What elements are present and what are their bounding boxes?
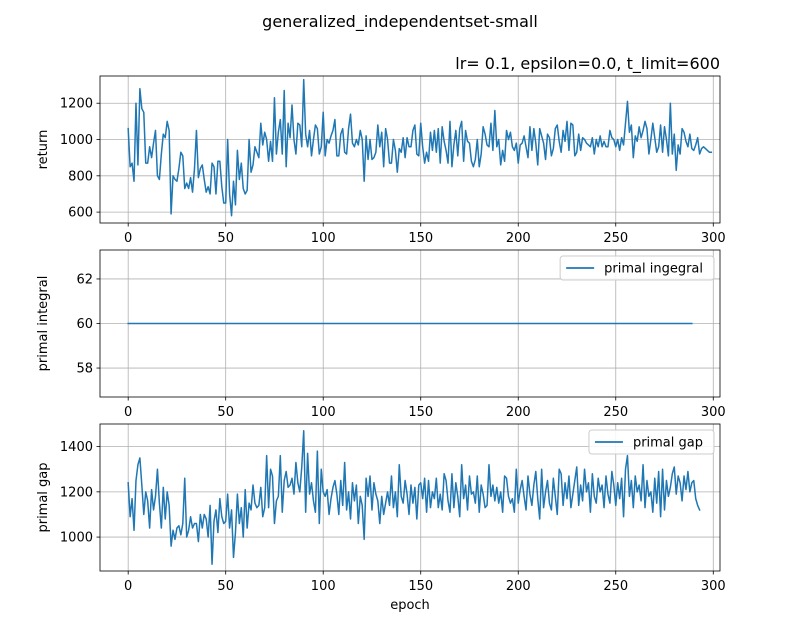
x-tick-label: 150 <box>408 231 433 246</box>
series-line <box>127 430 701 565</box>
x-tick-label: 50 <box>217 231 234 246</box>
x-tick-label: 100 <box>311 579 336 594</box>
x-tick-label: 300 <box>701 231 726 246</box>
y-tick-label: 600 <box>68 206 93 221</box>
series-line <box>127 78 713 217</box>
legend-label: primal gap <box>633 436 703 451</box>
panel-2: 0 50 100 150 200 250 300 58 60 62 primal integral p… <box>36 249 726 420</box>
figure-suptitle: generalized_independentset-small <box>262 12 538 32</box>
panel-title: lr= 0.1, epsilon=0.0, t_limit=600 <box>455 54 720 74</box>
legend-label: primal ingegral <box>604 262 703 277</box>
x-tick-label: 100 <box>311 405 336 420</box>
x-tick-label: 50 <box>217 405 234 420</box>
legend: primal ingegral <box>559 255 715 281</box>
y-tick-label: 60 <box>76 317 93 332</box>
y-tick-label: 1000 <box>60 531 93 546</box>
x-tick-label: 0 <box>124 579 132 594</box>
x-tick-label: 250 <box>603 231 628 246</box>
y-tick-label: 800 <box>68 169 93 184</box>
y-axis-label: return <box>36 130 51 170</box>
x-tick-label: 250 <box>603 579 628 594</box>
x-tick-label: 250 <box>603 405 628 420</box>
x-tick-label: 50 <box>217 579 234 594</box>
panel-1: 0 50 100 150 200 250 300 600 800 1000 1200 return lr… <box>36 54 726 246</box>
x-tick-label: 300 <box>701 405 726 420</box>
panel-3: 0 50 100 150 200 250 300 1000 1200 1400 primal gap… <box>36 423 726 613</box>
x-tick-label: 0 <box>124 231 132 246</box>
x-tick-label: 200 <box>506 405 531 420</box>
y-tick-label: 1400 <box>60 440 93 455</box>
x-axis-label: epoch <box>390 598 430 613</box>
legend-box <box>588 429 715 455</box>
legend-box <box>559 255 715 281</box>
x-tick-label: 150 <box>408 579 433 594</box>
x-tick-label: 150 <box>408 405 433 420</box>
x-tick-label: 300 <box>701 579 726 594</box>
axes-frame <box>99 75 721 224</box>
legend: primal gap <box>588 429 715 455</box>
y-tick-label: 58 <box>76 362 93 377</box>
x-tick-label: 200 <box>506 579 531 594</box>
y-axis-label: primal integral <box>36 276 51 372</box>
y-axis-label: primal gap <box>36 462 51 532</box>
y-tick-label: 1200 <box>60 485 93 500</box>
x-tick-label: 0 <box>124 405 132 420</box>
y-tick-label: 1000 <box>60 133 93 148</box>
y-tick-label: 62 <box>76 272 93 287</box>
x-tick-label: 200 <box>506 231 531 246</box>
x-tick-label: 100 <box>311 231 336 246</box>
axes-frame <box>99 423 721 572</box>
y-tick-label: 1200 <box>60 97 93 112</box>
